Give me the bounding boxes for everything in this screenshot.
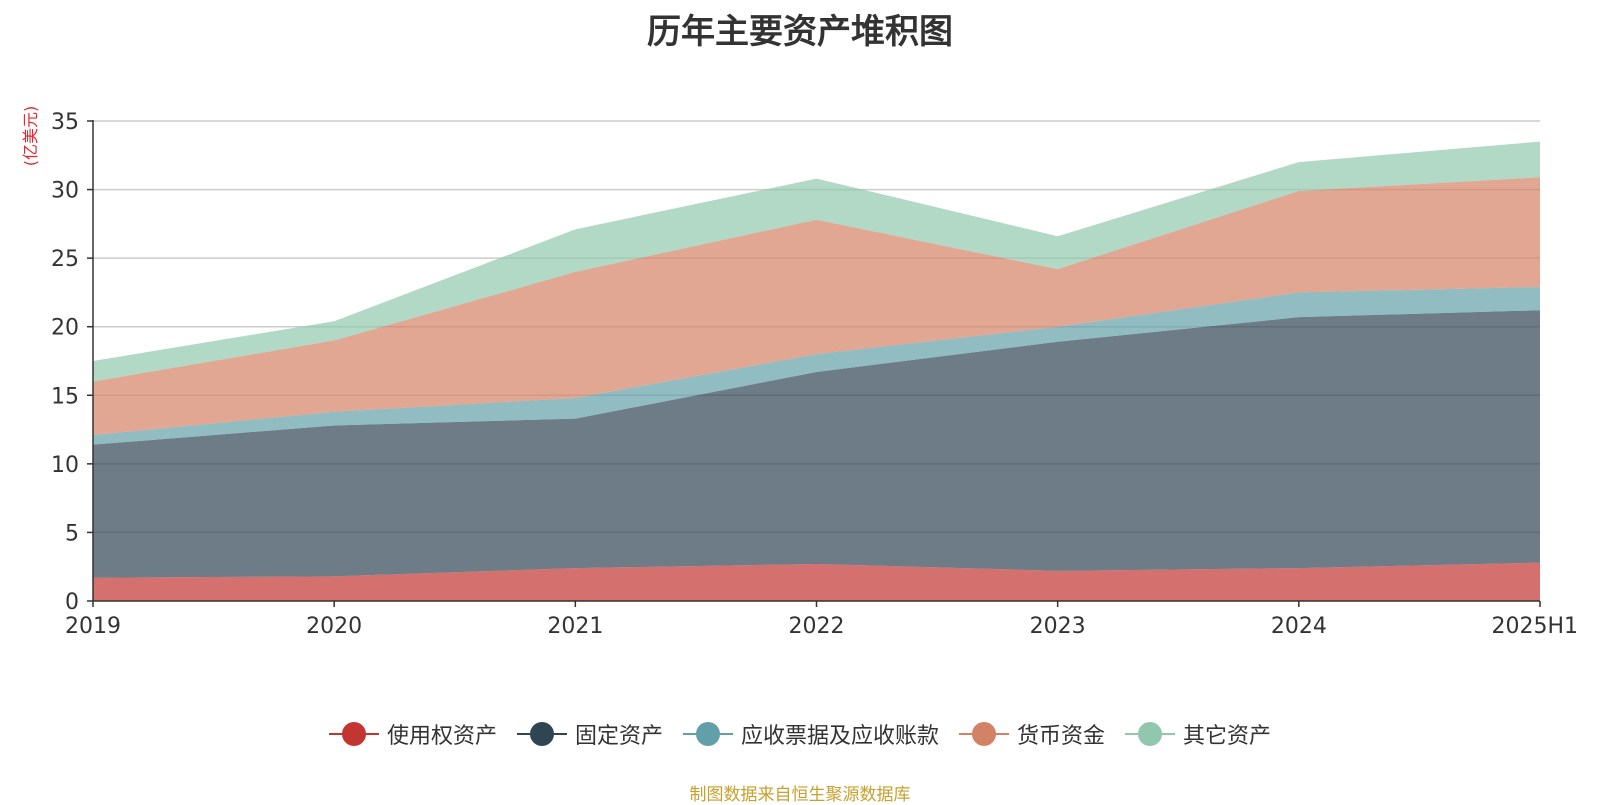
area-series-1: [93, 310, 1540, 578]
legend-marker-icon: [328, 722, 379, 746]
source-note: 制图数据来自恒生聚源数据库: [689, 785, 911, 805]
legend-label: 固定资产: [574, 724, 663, 749]
chart-title: 历年主要资产堆积图: [647, 12, 953, 52]
x-tick-label: 2023: [1030, 614, 1086, 639]
y-tick-label: 15: [51, 384, 79, 409]
y-tick-label: 20: [51, 316, 79, 341]
stacked-areas: [93, 141, 1540, 601]
legend-label: 货币资金: [1017, 724, 1106, 749]
area-series-0: [93, 562, 1540, 601]
area-series-3: [93, 177, 1540, 436]
legend-item-2[interactable]: 应收票据及应收账款: [682, 718, 939, 750]
legend-label: 应收票据及应收账款: [740, 724, 939, 749]
legend-label: 其它资产: [1183, 724, 1272, 749]
area-series-4: [93, 141, 1540, 382]
legend-marker-icon: [1125, 722, 1176, 746]
legend-item-4[interactable]: 其它资产: [1125, 718, 1271, 750]
axes: 0 5 10 15 20 25 30 35 2019 2020 2021 2022 2023 2024 20…: [51, 110, 1578, 639]
y-tick-label: 5: [65, 521, 79, 546]
y-axis-unit-label: (亿美元): [21, 106, 40, 167]
y-tick-label: 30: [51, 179, 79, 204]
area-series-2: [93, 286, 1540, 445]
y-tick-label: 0: [65, 590, 79, 615]
legend-label: 使用权资产: [386, 724, 497, 749]
legend: 使用权资产 固定资产 应收票据及应收账款 货币资金 其它资产: [0, 718, 1600, 750]
y-tick-label: 10: [51, 453, 79, 478]
x-tick-label: 2025H1: [1491, 614, 1578, 639]
y-tick-label: 35: [51, 110, 79, 135]
x-tick-label: 2021: [547, 614, 603, 639]
legend-marker-icon: [959, 722, 1009, 746]
x-tick-label: 2024: [1271, 614, 1327, 639]
x-tick-label: 2022: [789, 614, 845, 639]
x-tick-label: 2020: [306, 614, 362, 639]
legend-item-0[interactable]: 使用权资产: [328, 718, 497, 750]
x-tick-label: 2019: [65, 614, 121, 639]
legend-item-1[interactable]: 固定资产: [516, 718, 663, 750]
legend-marker-icon: [516, 722, 567, 746]
legend-item-3[interactable]: 货币资金: [959, 718, 1105, 750]
legend-marker-icon: [682, 722, 733, 746]
y-tick-label: 25: [51, 247, 79, 272]
